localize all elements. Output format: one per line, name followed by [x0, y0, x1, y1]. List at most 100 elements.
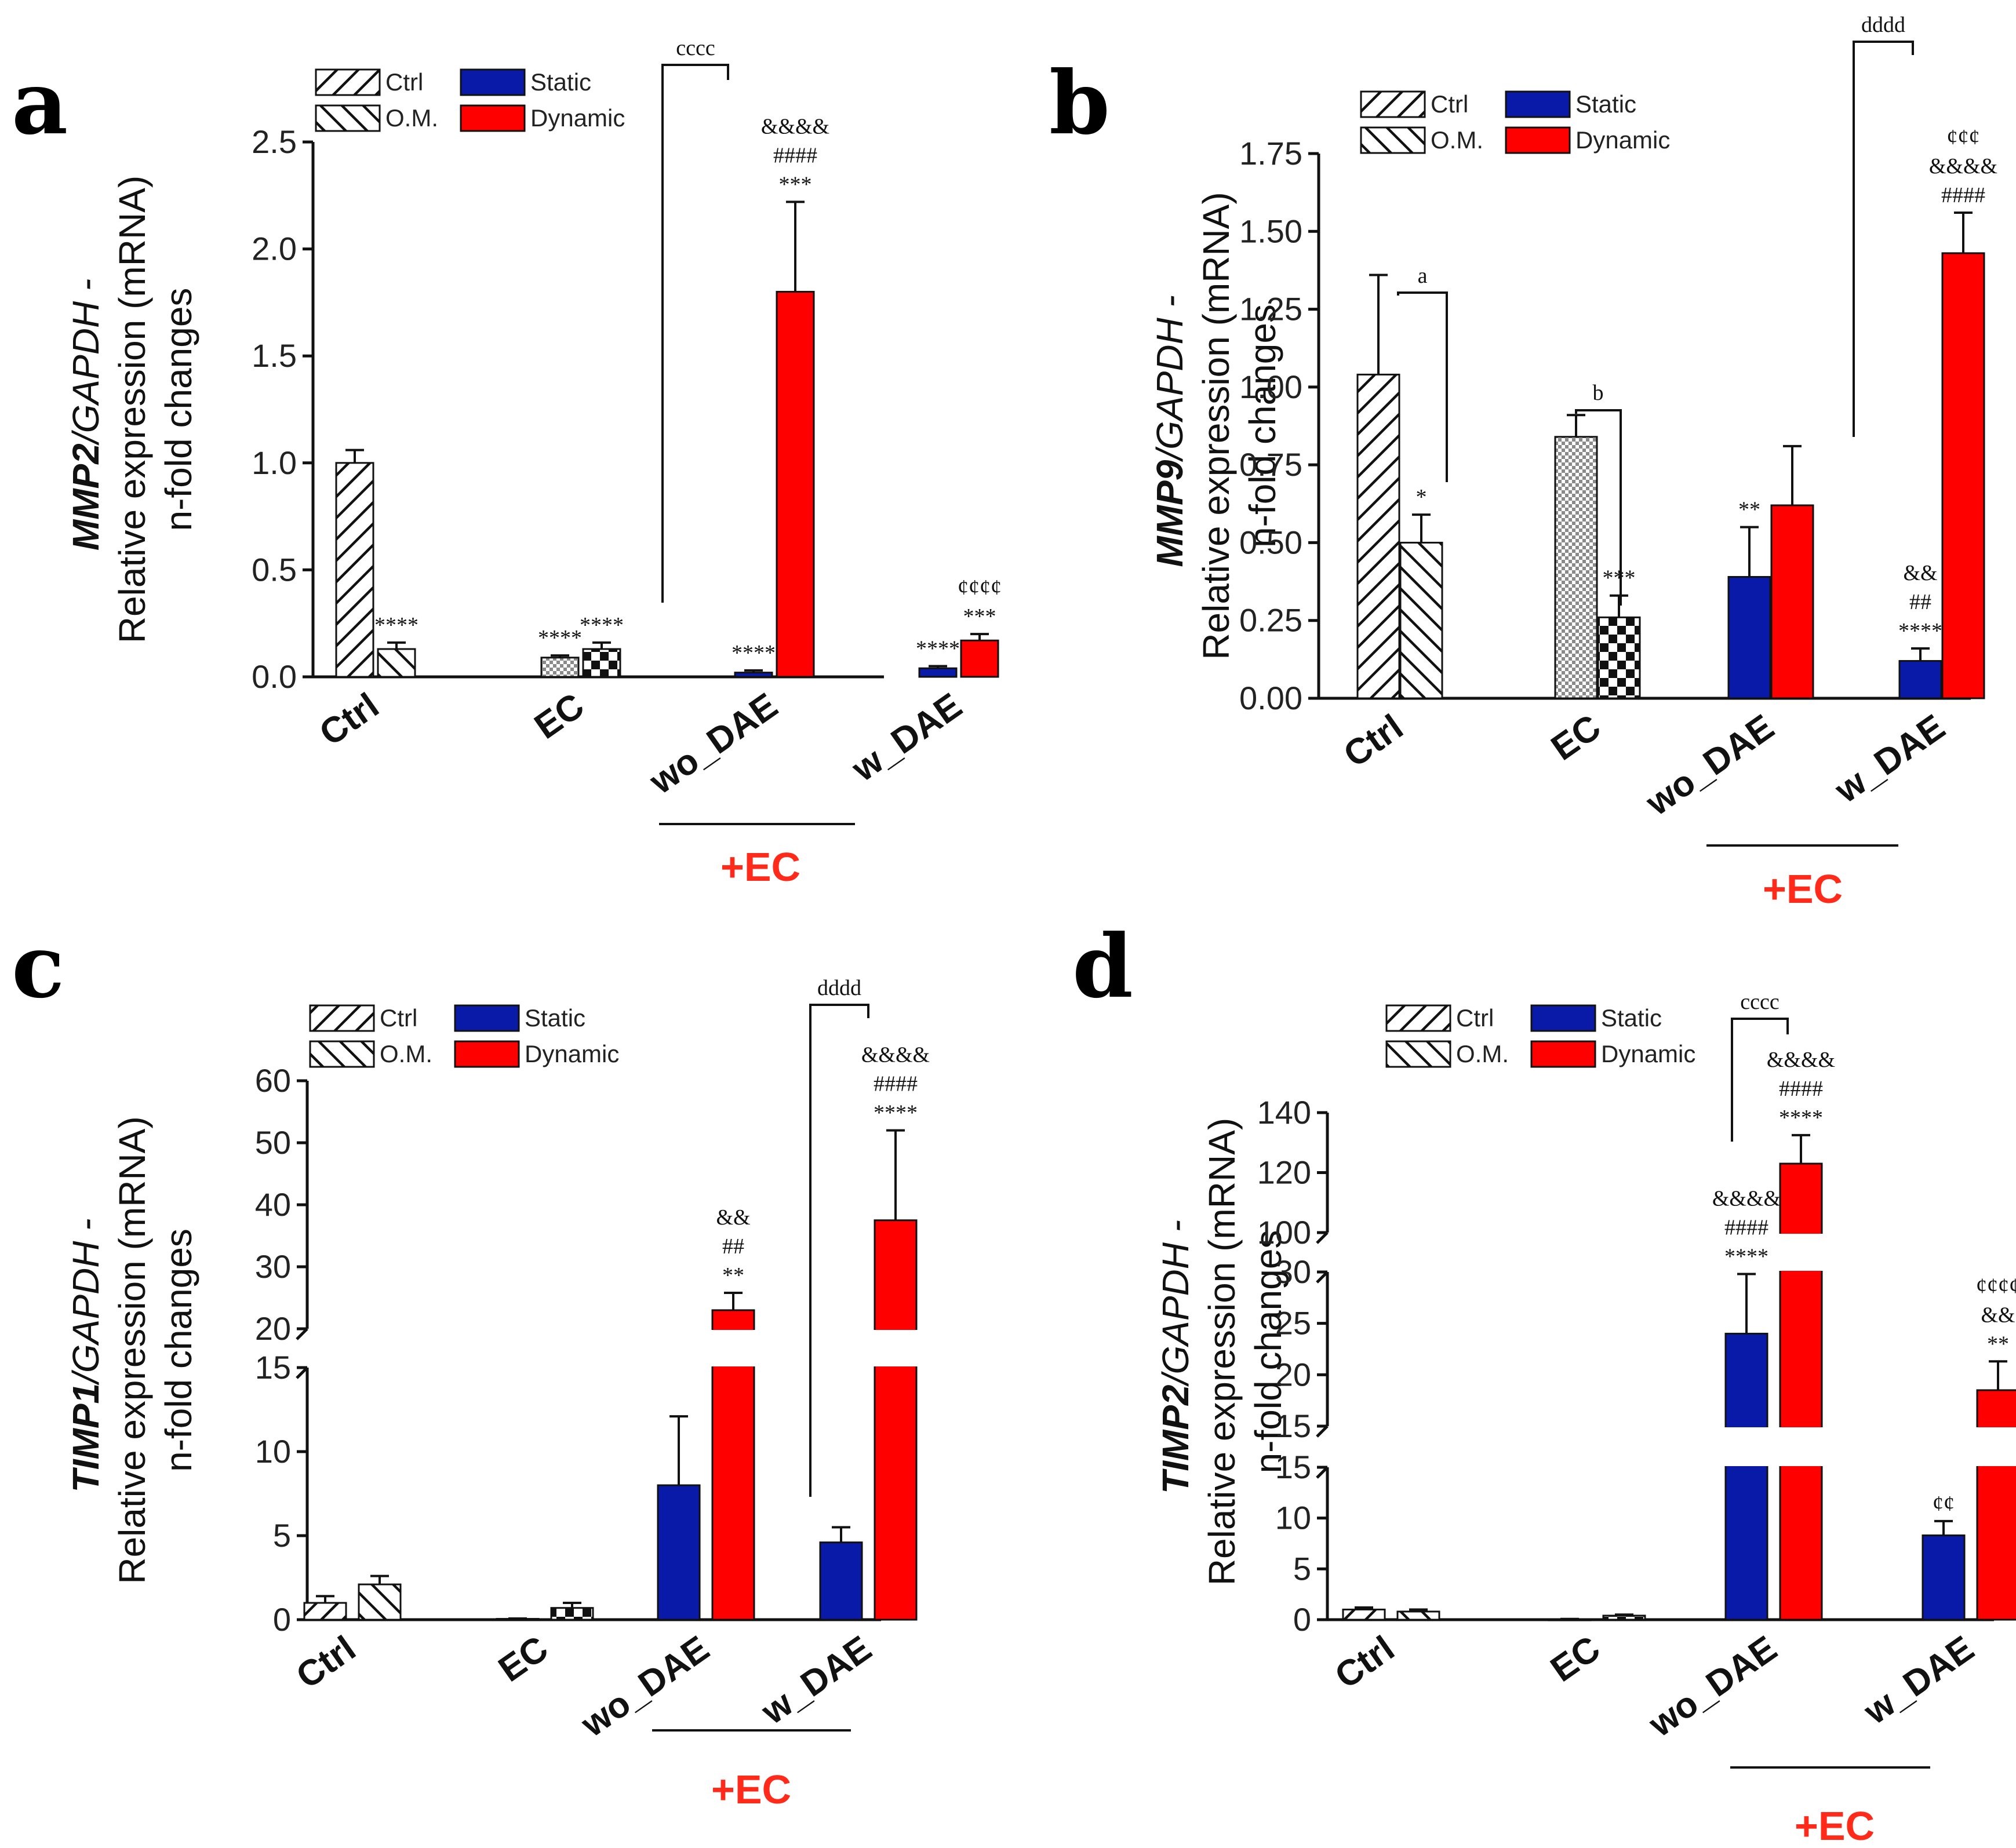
bar-w-dae-dynamic: [960, 639, 999, 678]
legend-swatch: [460, 104, 526, 132]
bar-ctrl-ctrl: [1342, 1608, 1386, 1621]
category-label: Ctrl: [1337, 707, 1410, 775]
legend-swatch: [309, 1004, 375, 1032]
legend-swatch: [1385, 1004, 1451, 1032]
y-tick-label: 140: [1257, 1094, 1311, 1131]
significance-label: &&: [1981, 1303, 2015, 1327]
panel-letter: b: [1049, 52, 1110, 154]
y-tick-label: 2.0: [252, 231, 297, 267]
y-tick-label: 50: [255, 1124, 291, 1161]
legend-label: Dynamic: [530, 104, 625, 132]
y-tick-label: 1.0: [252, 444, 297, 481]
significance-label: ***: [963, 604, 996, 629]
bar-ec-o-m-: [550, 1607, 594, 1621]
significance-label: ¢¢: [1933, 1492, 1955, 1516]
y-tick-label: 1.75: [1239, 135, 1302, 172]
legend-label: Ctrl: [380, 1004, 417, 1031]
legend-label: Static: [1601, 1004, 1662, 1031]
y-tick-label: 0.25: [1239, 602, 1302, 639]
significance-label: ****: [1898, 619, 1942, 643]
legend-swatch: [1360, 126, 1426, 154]
axis-break-gap: [1724, 1427, 1769, 1466]
legend-swatch: [1505, 90, 1571, 118]
y-axis-title-line2: Relative expression (mRNA): [111, 176, 153, 643]
bar-ctrl-ctrl: [1356, 373, 1400, 699]
significance-label: &&&&: [1929, 154, 1997, 178]
comparison-label: dddd: [817, 976, 861, 1000]
gene-name: MMP2: [65, 443, 107, 551]
axis-break-gap: [873, 1330, 918, 1366]
significance-label: ¢¢¢¢: [958, 575, 1002, 600]
y-axis-title: TIMP1/GAPDH - Relative expression (mRNA)…: [65, 1116, 199, 1584]
y-tick-label: 15: [1275, 1408, 1311, 1444]
legend-label: O.M.: [1431, 126, 1483, 154]
significance-label: &&: [1903, 561, 1937, 585]
bar-ctrl-ctrl: [335, 462, 374, 678]
comparison-label: b: [1593, 381, 1604, 405]
bar-wo-dae-static: [1724, 1332, 1768, 1621]
bar-ec-o-m-: [1602, 1614, 1646, 1621]
significance-label: *: [1416, 485, 1427, 509]
significance-label: **: [1738, 498, 1760, 522]
legend-swatch: [454, 1004, 520, 1032]
bar-wo-dae-static: [657, 1484, 701, 1621]
significance-label: ***: [1603, 566, 1636, 591]
category-label: Ctrl: [289, 1628, 363, 1697]
y-tick-label: 60: [255, 1062, 291, 1099]
ec-group-label: +EC: [1763, 866, 1843, 912]
significance-label: ****: [874, 1101, 918, 1125]
bar-ec-ctrl: [1554, 436, 1598, 699]
ec-group-label: +EC: [720, 844, 800, 890]
legend: Ctrl O.M. Static Dynamic: [1360, 90, 1670, 154]
y-axis-title: TIMP2/GAPDH - Relative expression (mRNA)…: [1155, 1118, 1289, 1585]
bar-ctrl-o-m-: [358, 1583, 402, 1621]
legend-swatch: [1530, 1004, 1596, 1032]
y-tick-label: 15: [255, 1349, 291, 1386]
y-tick-label: 30: [255, 1248, 291, 1285]
significance-label: **: [1987, 1332, 2009, 1356]
legend-swatch: [454, 1040, 520, 1068]
y-tick-label: 10: [1275, 1500, 1311, 1536]
bar-ctrl-o-m-: [1396, 1610, 1440, 1621]
category-label: Ctrl: [312, 686, 386, 754]
significance-label: &&&&: [861, 1043, 930, 1067]
y-tick-label: 20: [1275, 1356, 1311, 1393]
legend-label: Dynamic: [1601, 1040, 1695, 1067]
bar-w-dae-dynamic: [1941, 252, 1985, 699]
gene-denominator: /GAPDH -: [65, 268, 107, 446]
legend-swatch: [1360, 90, 1426, 118]
y-tick-label: 0.0: [252, 658, 297, 695]
category-label: Ctrl: [1328, 1628, 1402, 1697]
legend-label: Ctrl: [1431, 90, 1468, 118]
legend-swatch: [1505, 126, 1571, 154]
category-label: w_DAE: [845, 686, 969, 790]
bar-w-dae-static: [1922, 1534, 1966, 1621]
legend-label: Ctrl: [1456, 1004, 1494, 1031]
y-axis-title-line3: n-fold changes: [1247, 1230, 1289, 1474]
bar-ctrl-o-m-: [1399, 541, 1443, 699]
significance-label: ####: [1724, 1216, 1768, 1240]
significance-label: ****: [916, 637, 960, 661]
legend-swatch: [315, 68, 381, 96]
axis-break-gap: [1778, 1427, 1824, 1466]
y-tick-label: 0.5: [252, 551, 297, 588]
significance-label: ##: [1909, 590, 1931, 614]
y-tick-label: 30: [1275, 1253, 1311, 1290]
bar-ctrl-o-m-: [377, 648, 416, 678]
category-label: w_DAE: [1857, 1628, 1981, 1733]
legend-label: O.M.: [380, 1040, 432, 1067]
bar-wo-dae-static: [1727, 576, 1771, 699]
bar-w-dae-dynamic: [1976, 1389, 2016, 1621]
comparison-bracket: [1397, 291, 1448, 482]
category-label: EC: [527, 686, 591, 747]
bar-w-dae-dynamic: [874, 1219, 918, 1621]
y-tick-label: 20: [255, 1310, 291, 1347]
comparison-bracket: [809, 1004, 869, 1497]
gene-name: MMP9: [1149, 460, 1191, 567]
significance-label: ****: [1724, 1245, 1768, 1269]
gene-name: TIMP2: [1155, 1384, 1196, 1493]
axis-break-gap: [1975, 1427, 2016, 1466]
